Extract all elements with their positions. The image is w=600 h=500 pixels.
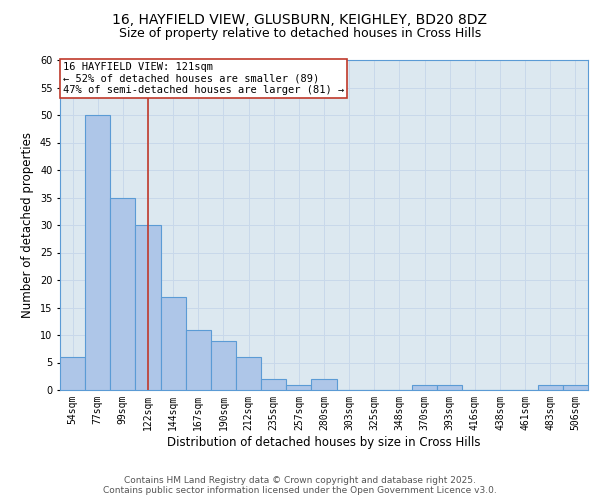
Bar: [211, 340, 236, 390]
Bar: [136, 225, 161, 390]
X-axis label: Distribution of detached houses by size in Cross Hills: Distribution of detached houses by size …: [167, 436, 481, 448]
Bar: [538, 384, 563, 390]
Text: 16, HAYFIELD VIEW, GLUSBURN, KEIGHLEY, BD20 8DZ: 16, HAYFIELD VIEW, GLUSBURN, KEIGHLEY, B…: [113, 12, 487, 26]
Y-axis label: Number of detached properties: Number of detached properties: [22, 132, 34, 318]
Bar: [60, 357, 85, 390]
Bar: [236, 357, 261, 390]
Bar: [412, 384, 437, 390]
Text: Size of property relative to detached houses in Cross Hills: Size of property relative to detached ho…: [119, 28, 481, 40]
Bar: [110, 198, 136, 390]
Bar: [161, 296, 186, 390]
Text: 16 HAYFIELD VIEW: 121sqm
← 52% of detached houses are smaller (89)
47% of semi-d: 16 HAYFIELD VIEW: 121sqm ← 52% of detach…: [62, 62, 344, 95]
Bar: [85, 115, 110, 390]
Bar: [437, 384, 462, 390]
Bar: [286, 384, 311, 390]
Bar: [186, 330, 211, 390]
Text: Contains HM Land Registry data © Crown copyright and database right 2025.
Contai: Contains HM Land Registry data © Crown c…: [103, 476, 497, 495]
Bar: [563, 384, 588, 390]
Bar: [261, 379, 286, 390]
Bar: [311, 379, 337, 390]
